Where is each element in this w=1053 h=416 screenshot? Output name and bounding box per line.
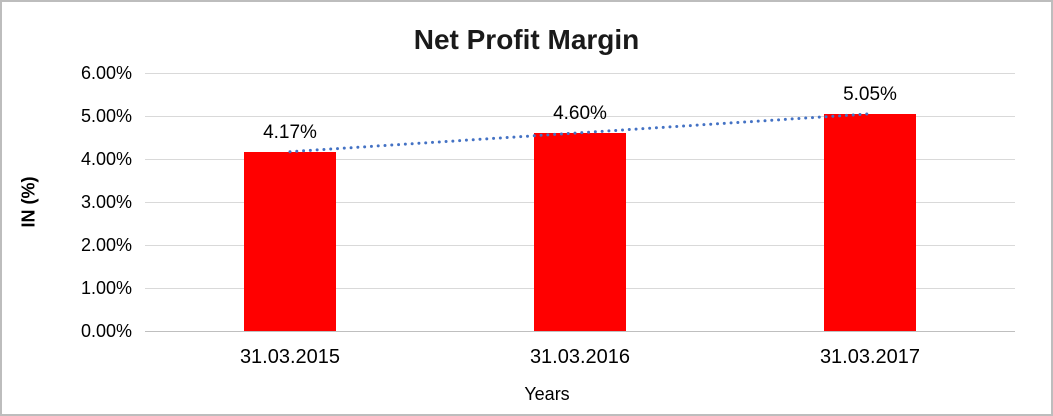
- y-tick-label: 5.00%: [80, 106, 132, 126]
- y-tick-label: 0.00%: [80, 321, 132, 341]
- bar-2017[interactable]: [824, 113, 916, 331]
- bar-value-label: 4.17%: [263, 121, 317, 143]
- x-tick-label-2017: 31.03.2017: [819, 346, 921, 368]
- gridline: [145, 73, 1015, 74]
- bar-2016[interactable]: [534, 133, 626, 331]
- bar-group-2016: 4.60%: [534, 73, 626, 331]
- bar-group-2017: 5.05%: [824, 73, 916, 331]
- y-tick-label: 4.00%: [80, 149, 132, 169]
- bar-value-label: 5.05%: [843, 83, 897, 105]
- x-axis-title: Years: [524, 384, 570, 404]
- y-tick-label: 3.00%: [80, 192, 132, 212]
- chart-title: Net Profit Margin: [413, 24, 640, 55]
- gridline: [145, 331, 1015, 332]
- y-axis-title: IN (%): [18, 176, 39, 228]
- bar-group-2015: 4.17%: [244, 73, 336, 331]
- y-tick-label: 2.00%: [80, 235, 132, 255]
- y-tick-label: 1.00%: [80, 278, 132, 298]
- bar-value-label: 4.60%: [553, 103, 607, 125]
- x-tick-label-2015: 31.03.2015: [239, 346, 341, 368]
- plot-area: 4.17% 4.60% 5.05%: [145, 73, 1015, 332]
- bar-2015[interactable]: [244, 151, 336, 331]
- x-tick-label-2016: 31.03.2016: [529, 346, 631, 368]
- y-tick-label: 6.00%: [80, 63, 132, 83]
